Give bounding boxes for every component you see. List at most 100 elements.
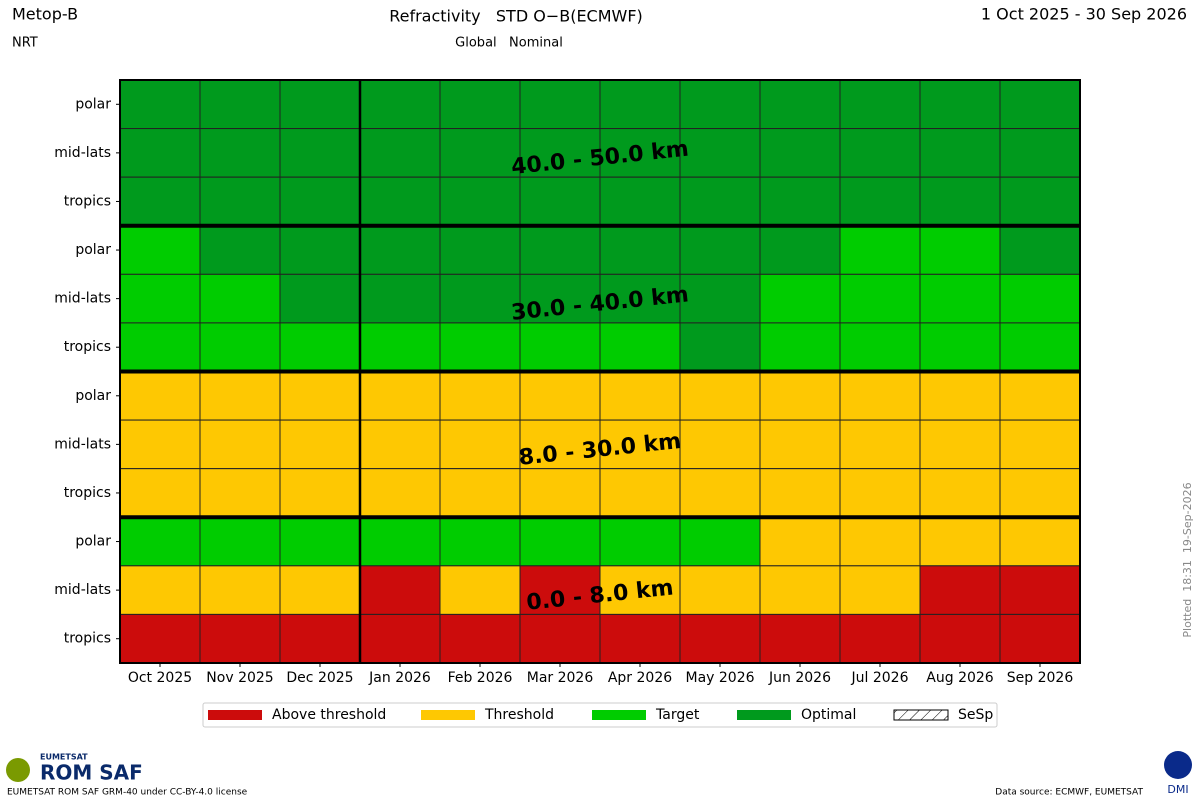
cell <box>359 419 441 470</box>
x-tick-label: May 2026 <box>685 670 754 686</box>
cell <box>519 79 601 130</box>
cell <box>759 419 841 470</box>
cell <box>359 468 441 518</box>
cell <box>119 565 201 615</box>
x-tick-label: Mar 2026 <box>527 670 594 686</box>
legend-label: Above threshold <box>272 707 386 723</box>
cell <box>279 419 361 470</box>
cell <box>359 565 441 615</box>
cell <box>599 468 681 518</box>
row-label: tropics <box>64 631 111 647</box>
cell <box>679 516 761 567</box>
cell <box>599 273 681 324</box>
cell <box>439 419 521 470</box>
cell <box>999 516 1081 567</box>
cell <box>679 565 761 615</box>
cell <box>439 516 521 567</box>
x-tick-label: Apr 2026 <box>608 670 672 686</box>
legend-label: SeSp <box>958 707 993 723</box>
cell <box>119 79 201 130</box>
cell <box>599 128 681 178</box>
cell <box>359 128 441 178</box>
cell <box>919 468 1001 518</box>
cell <box>759 128 841 178</box>
cell <box>439 128 521 178</box>
cell <box>759 565 841 615</box>
cell <box>359 79 441 130</box>
cell <box>679 176 761 227</box>
cell <box>679 322 761 372</box>
cell <box>759 79 841 130</box>
cell <box>519 516 601 567</box>
row-label: mid-lats <box>54 582 111 598</box>
cell <box>439 468 521 518</box>
cell <box>439 176 521 227</box>
cell <box>199 79 281 130</box>
cell <box>359 225 441 275</box>
cell <box>279 322 361 372</box>
cell <box>119 613 201 664</box>
cell <box>679 79 761 130</box>
cell <box>519 468 601 518</box>
cell <box>519 176 601 227</box>
row-label: polar <box>75 242 111 258</box>
logo-icon <box>6 758 30 782</box>
cell <box>839 322 921 372</box>
cell <box>839 225 921 275</box>
cell <box>759 468 841 518</box>
row-label: tropics <box>64 485 111 501</box>
cell <box>279 468 361 518</box>
cell <box>279 565 361 615</box>
cell <box>599 225 681 275</box>
satellite: Metop-B <box>12 5 78 24</box>
cell <box>679 613 761 664</box>
legend-label: Optimal <box>801 707 856 723</box>
row-label: polar <box>75 96 111 112</box>
cell <box>599 613 681 664</box>
cell <box>919 273 1001 324</box>
cell <box>919 176 1001 227</box>
cell <box>439 322 521 372</box>
period: 1 Oct 2025 - 30 Sep 2026 <box>981 5 1187 24</box>
cell <box>679 273 761 324</box>
row-label: mid-lats <box>54 291 111 307</box>
dmi-label: DMI <box>1167 783 1188 796</box>
cell <box>519 273 601 324</box>
cell <box>119 322 201 372</box>
cell <box>679 225 761 275</box>
data-source: Data source: ECMWF, EUMETSAT <box>995 788 1143 798</box>
cell <box>999 128 1081 178</box>
plot-frame <box>119 79 1081 664</box>
cell <box>439 565 521 615</box>
cell <box>119 128 201 178</box>
cell <box>519 613 601 664</box>
cell <box>919 613 1001 664</box>
cell <box>759 225 841 275</box>
cell <box>199 128 281 178</box>
cell <box>919 565 1001 615</box>
cell <box>279 613 361 664</box>
cell <box>999 176 1081 227</box>
cell <box>679 468 761 518</box>
cell <box>279 516 361 567</box>
cell <box>599 79 681 130</box>
cell <box>439 273 521 324</box>
cell <box>519 565 601 615</box>
cell <box>999 225 1081 275</box>
cell <box>839 176 921 227</box>
cell <box>919 371 1001 421</box>
cell <box>119 419 201 470</box>
cell <box>279 225 361 275</box>
plotted-note: Plotted 18:31 19-Sep-2026 <box>1181 482 1194 637</box>
x-tick-label: Jun 2026 <box>768 670 831 686</box>
cell <box>759 613 841 664</box>
cell <box>199 468 281 518</box>
cell <box>999 371 1081 421</box>
row-label: mid-lats <box>54 145 111 161</box>
cell <box>279 176 361 227</box>
cell <box>199 273 281 324</box>
legend-swatch <box>421 710 475 720</box>
cell <box>759 176 841 227</box>
x-tick-label: Dec 2025 <box>286 670 353 686</box>
